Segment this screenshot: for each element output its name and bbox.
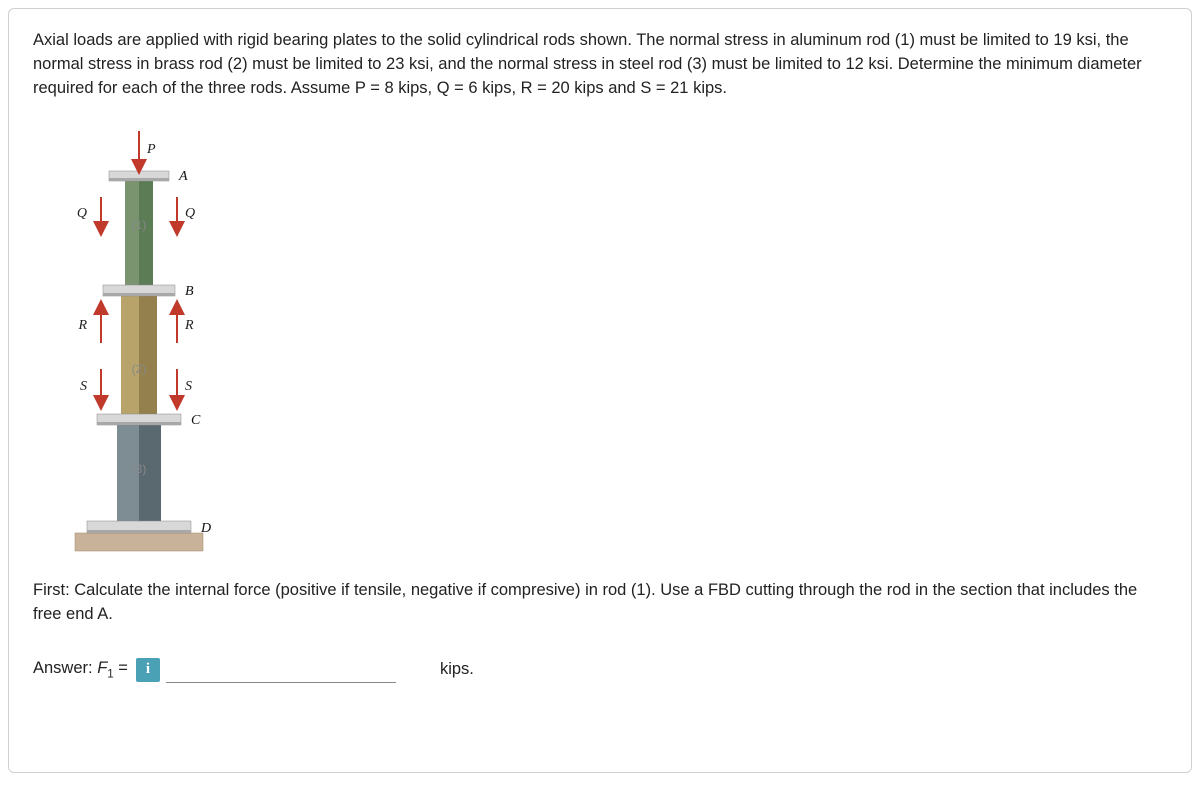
plate-label-B: B [185, 284, 194, 299]
instruction-text: First: Calculate the internal force (pos… [33, 579, 1167, 627]
load-label-S: S [185, 379, 192, 394]
rod-label: (2) [132, 362, 147, 376]
load-label-R: R [77, 318, 87, 333]
rod-label: (3) [132, 462, 147, 476]
rod-label: (1) [132, 218, 147, 232]
answer-row: Answer: F1 = i kips. [33, 657, 1167, 683]
problem-statement: Axial loads are applied with rigid beari… [33, 29, 1167, 101]
plate-label-A: A [178, 169, 188, 184]
plate-label-C: C [191, 413, 201, 428]
load-label-P: P [146, 142, 156, 157]
answer-prefix: Answer: [33, 659, 97, 677]
question-card: Axial loads are applied with rigid beari… [8, 8, 1192, 773]
answer-label: Answer: F1 = [33, 659, 128, 680]
answer-equals: = [114, 659, 128, 677]
load-label-Q: Q [77, 206, 87, 221]
info-icon[interactable]: i [136, 658, 160, 682]
plate-label-D: D [200, 521, 211, 536]
load-label-S: S [80, 379, 87, 394]
rod-diagram: A B C D (1) (2) (3) P Q Q R R S S [53, 119, 253, 559]
answer-input[interactable] [166, 657, 396, 683]
answer-units: kips. [440, 660, 474, 679]
load-label-R: R [184, 318, 194, 333]
answer-symbol: F [97, 659, 107, 677]
load-label-Q: Q [185, 206, 195, 221]
